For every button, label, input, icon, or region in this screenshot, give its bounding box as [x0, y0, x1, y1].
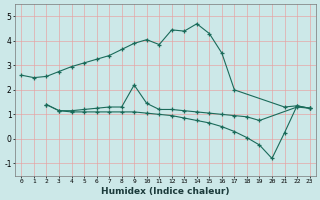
X-axis label: Humidex (Indice chaleur): Humidex (Indice chaleur): [101, 187, 230, 196]
